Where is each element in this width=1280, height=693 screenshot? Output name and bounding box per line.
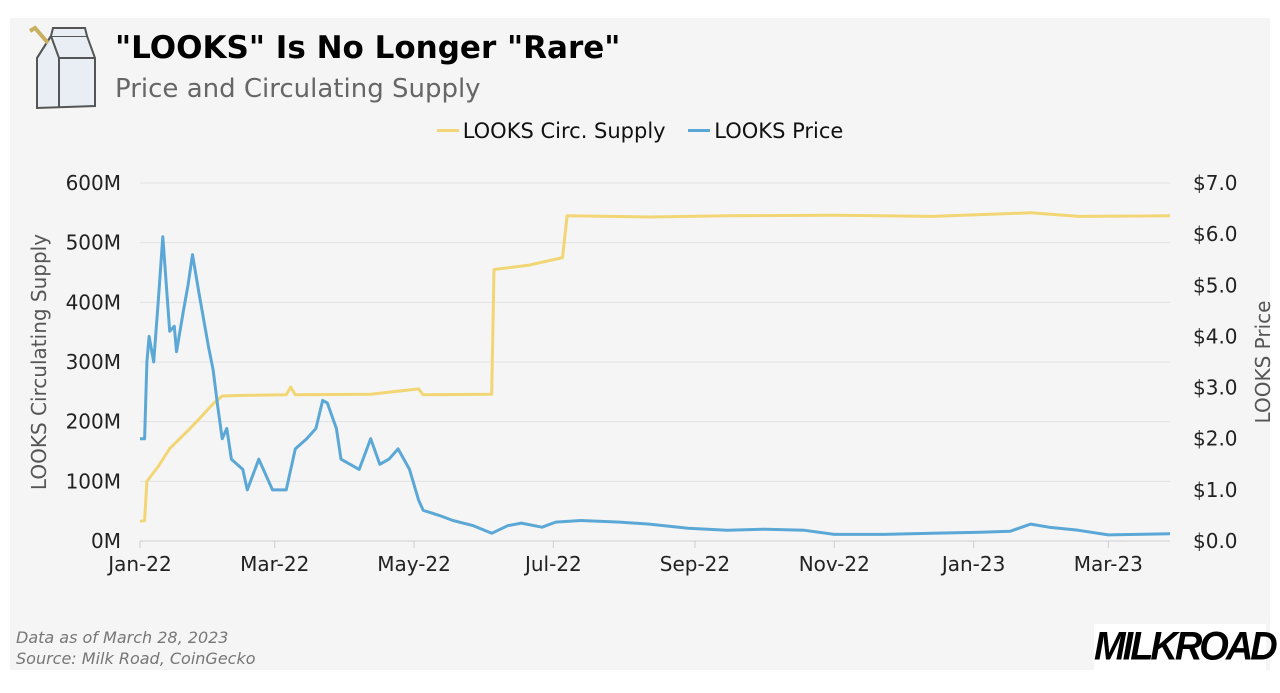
y-right-tick-label: $6.0	[1193, 222, 1238, 246]
supply-line	[139, 211, 1171, 523]
y-left-tick-label: 500M	[66, 231, 121, 255]
x-tick-label: May-22	[377, 552, 451, 576]
y-right-tick-label: $1.0	[1193, 478, 1238, 502]
x-tick-label: Nov-22	[799, 552, 870, 576]
milkroad-logo: MILKROAD	[1094, 623, 1278, 671]
legend-item-price: LOOKS Price	[688, 119, 843, 143]
y-right-tick-label: $3.0	[1193, 376, 1238, 400]
y-right-tick-label: $7.0	[1193, 171, 1238, 195]
legend-swatch-supply	[436, 129, 459, 132]
y-left-tick-label: 200M	[66, 410, 121, 434]
milk-carton-icon	[28, 25, 96, 110]
y-left-tick-label: 600M	[66, 171, 121, 195]
y-left-tick-label: 400M	[66, 290, 121, 314]
price-line	[140, 235, 1171, 537]
x-tick-label: Sep-22	[660, 552, 730, 576]
y-left-axis-label: LOOKS Circulating Supply	[27, 234, 51, 490]
legend-label-supply: LOOKS Circ. Supply	[462, 118, 666, 143]
source-note: Source: Milk Road, CoinGecko	[16, 649, 256, 668]
x-tick-label: Mar-22	[240, 552, 309, 576]
chart-subtitle: Price and Circulating Supply	[115, 74, 481, 104]
y-left-tick-label: 300M	[66, 350, 121, 374]
legend-swatch-price	[688, 129, 711, 132]
x-tick-label: Jul-22	[523, 552, 582, 576]
data-date-note: Data as of March 28, 2023	[16, 628, 229, 647]
legend: LOOKS Circ. Supply LOOKS Price	[0, 113, 1280, 143]
y-right-tick-label: $2.0	[1193, 427, 1238, 451]
legend-item-supply: LOOKS Circ. Supply	[436, 118, 666, 143]
x-tick-label: Jan-22	[106, 552, 172, 576]
x-tick-label: Mar-23	[1074, 552, 1143, 576]
chart-panel	[10, 18, 1270, 670]
y-right-tick-label: $4.0	[1193, 324, 1238, 348]
y-right-axis-label: LOOKS Price	[1251, 301, 1275, 424]
y-left-tick-label: 100M	[66, 469, 121, 493]
x-tick-label: Jan-23	[940, 552, 1006, 576]
y-right-tick-label: $0.0	[1193, 529, 1238, 553]
y-left-tick-label: 0M	[91, 529, 121, 553]
legend-label-price: LOOKS Price	[714, 118, 844, 143]
y-right-tick-label: $5.0	[1193, 273, 1238, 297]
chart-title: "LOOKS" Is No Longer "Rare"	[115, 30, 621, 66]
